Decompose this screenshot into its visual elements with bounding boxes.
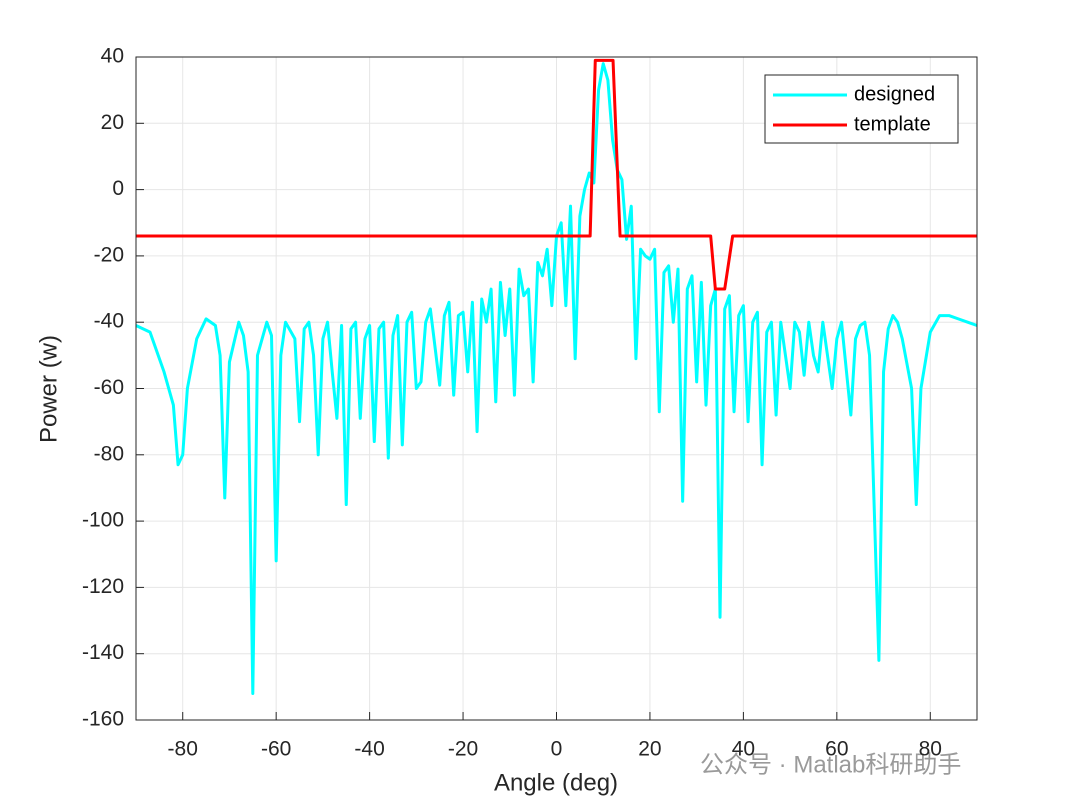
- y-tick-label: -100: [82, 509, 124, 532]
- x-tick-label: -60: [261, 738, 291, 761]
- y-tick-label: 20: [101, 111, 124, 134]
- y-tick-label: -140: [82, 641, 124, 664]
- series-line: [135, 62, 978, 695]
- x-tick-label: -20: [448, 738, 478, 761]
- x-tick-label: -80: [168, 738, 198, 761]
- x-axis-label: Angle (deg): [494, 769, 618, 796]
- axes-box: [135, 56, 978, 721]
- lines: [135, 58, 978, 695]
- legend: designed template: [764, 74, 959, 144]
- y-tick-label: -80: [94, 442, 124, 465]
- y-tick-label: 40: [101, 45, 124, 68]
- legend-box: [764, 74, 959, 144]
- watermark: 公众号 · Matlab科研助手: [700, 751, 961, 778]
- x-tick-label: 0: [551, 738, 563, 761]
- x-tick-label: 20: [638, 738, 661, 761]
- y-tick-label: -160: [82, 708, 124, 731]
- y-tick-label: -120: [82, 575, 124, 598]
- legend-label: designed: [854, 83, 935, 105]
- y-axis-label: Power (w): [35, 335, 62, 443]
- x-tick-label: 60: [825, 738, 848, 761]
- y-tick-label: -60: [94, 376, 124, 399]
- legend-label: template: [854, 113, 931, 135]
- y-tick-label: -20: [94, 243, 124, 266]
- x-tick-label: 40: [732, 738, 755, 761]
- y-tick-label: -40: [94, 310, 124, 333]
- y-tick-label: 0: [112, 177, 124, 200]
- series-line: [136, 58, 977, 291]
- x-tick-label: 80: [919, 738, 942, 761]
- x-tick-label: -40: [354, 738, 384, 761]
